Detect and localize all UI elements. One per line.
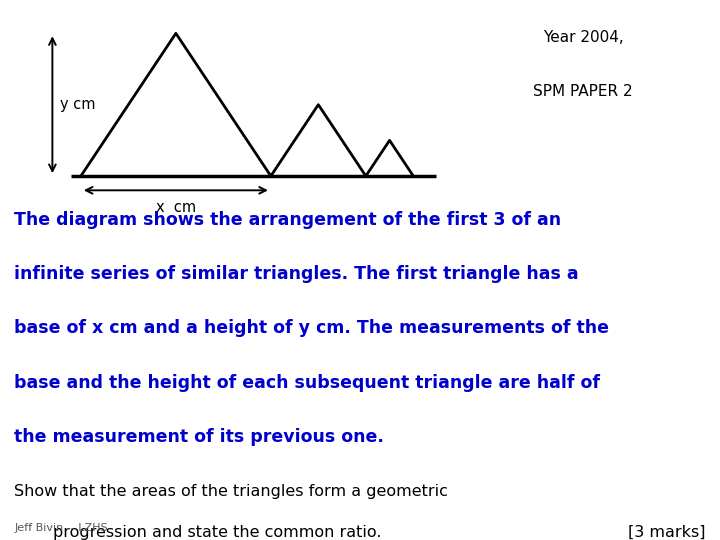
- Text: infinite series of similar triangles. The first triangle has a: infinite series of similar triangles. Th…: [14, 265, 579, 283]
- Text: base of x cm and a height of y cm. The measurements of the: base of x cm and a height of y cm. The m…: [14, 319, 609, 338]
- Text: the measurement of its previous one.: the measurement of its previous one.: [14, 428, 384, 446]
- Text: SPM PAPER 2: SPM PAPER 2: [534, 84, 633, 99]
- Text: The diagram shows the arrangement of the first 3 of an: The diagram shows the arrangement of the…: [14, 211, 562, 228]
- Text: x  cm: x cm: [156, 200, 196, 215]
- Text: y cm: y cm: [60, 97, 96, 112]
- Text: Year 2004,: Year 2004,: [543, 30, 624, 45]
- Text: Jeff Bivin -- LZHS: Jeff Bivin -- LZHS: [14, 523, 108, 534]
- Text: progression and state the common ratio.: progression and state the common ratio.: [53, 525, 382, 540]
- Text: [3 marks]: [3 marks]: [629, 525, 706, 540]
- Text: Show that the areas of the triangles form a geometric: Show that the areas of the triangles for…: [14, 484, 449, 499]
- Text: base and the height of each subsequent triangle are half of: base and the height of each subsequent t…: [14, 374, 600, 391]
